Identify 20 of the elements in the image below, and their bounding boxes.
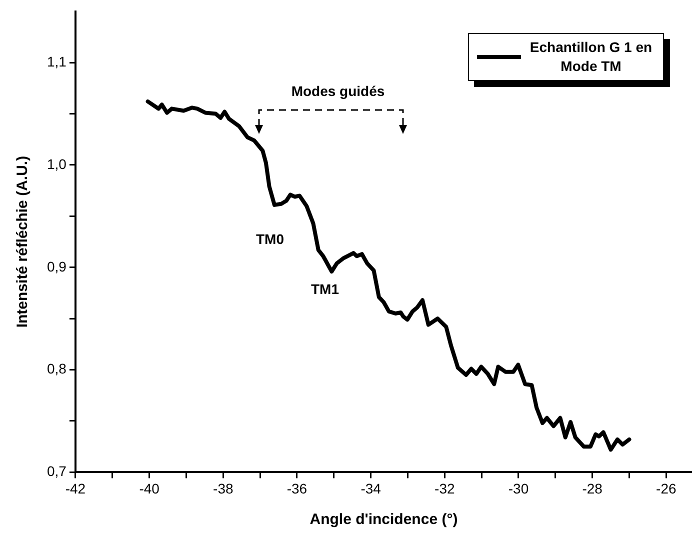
x-tick-label: -28	[582, 480, 603, 496]
x-tick-label: -30	[508, 480, 529, 496]
x-tick-label: -40	[139, 480, 160, 496]
y-tick-label: 0,7	[46, 463, 67, 480]
x-axis-title: Angle d'incidence (°)	[310, 511, 458, 528]
y-axis-title: Intensité réfléchie (A.U.)	[14, 156, 32, 328]
legend-label: Echantillon G 1 en Mode TM	[528, 38, 654, 76]
y-tick-label: 1,0	[46, 156, 67, 172]
x-tick-label: -32	[434, 480, 455, 496]
x-tick-label: -38	[213, 480, 234, 496]
annotation: Modes guidés	[291, 82, 385, 99]
annotation: TM0	[256, 230, 284, 247]
x-tick-label: -34	[360, 480, 382, 496]
x-tick-label: -42	[65, 480, 86, 496]
y-tick-label: 0,8	[46, 360, 67, 377]
y-tick-label: 1,1	[46, 53, 67, 70]
y-tick-label: 0,9	[46, 258, 67, 274]
x-tick-label: -26	[656, 480, 676, 496]
x-tick-label: -36	[286, 480, 308, 496]
annotation: TM1	[311, 280, 340, 297]
